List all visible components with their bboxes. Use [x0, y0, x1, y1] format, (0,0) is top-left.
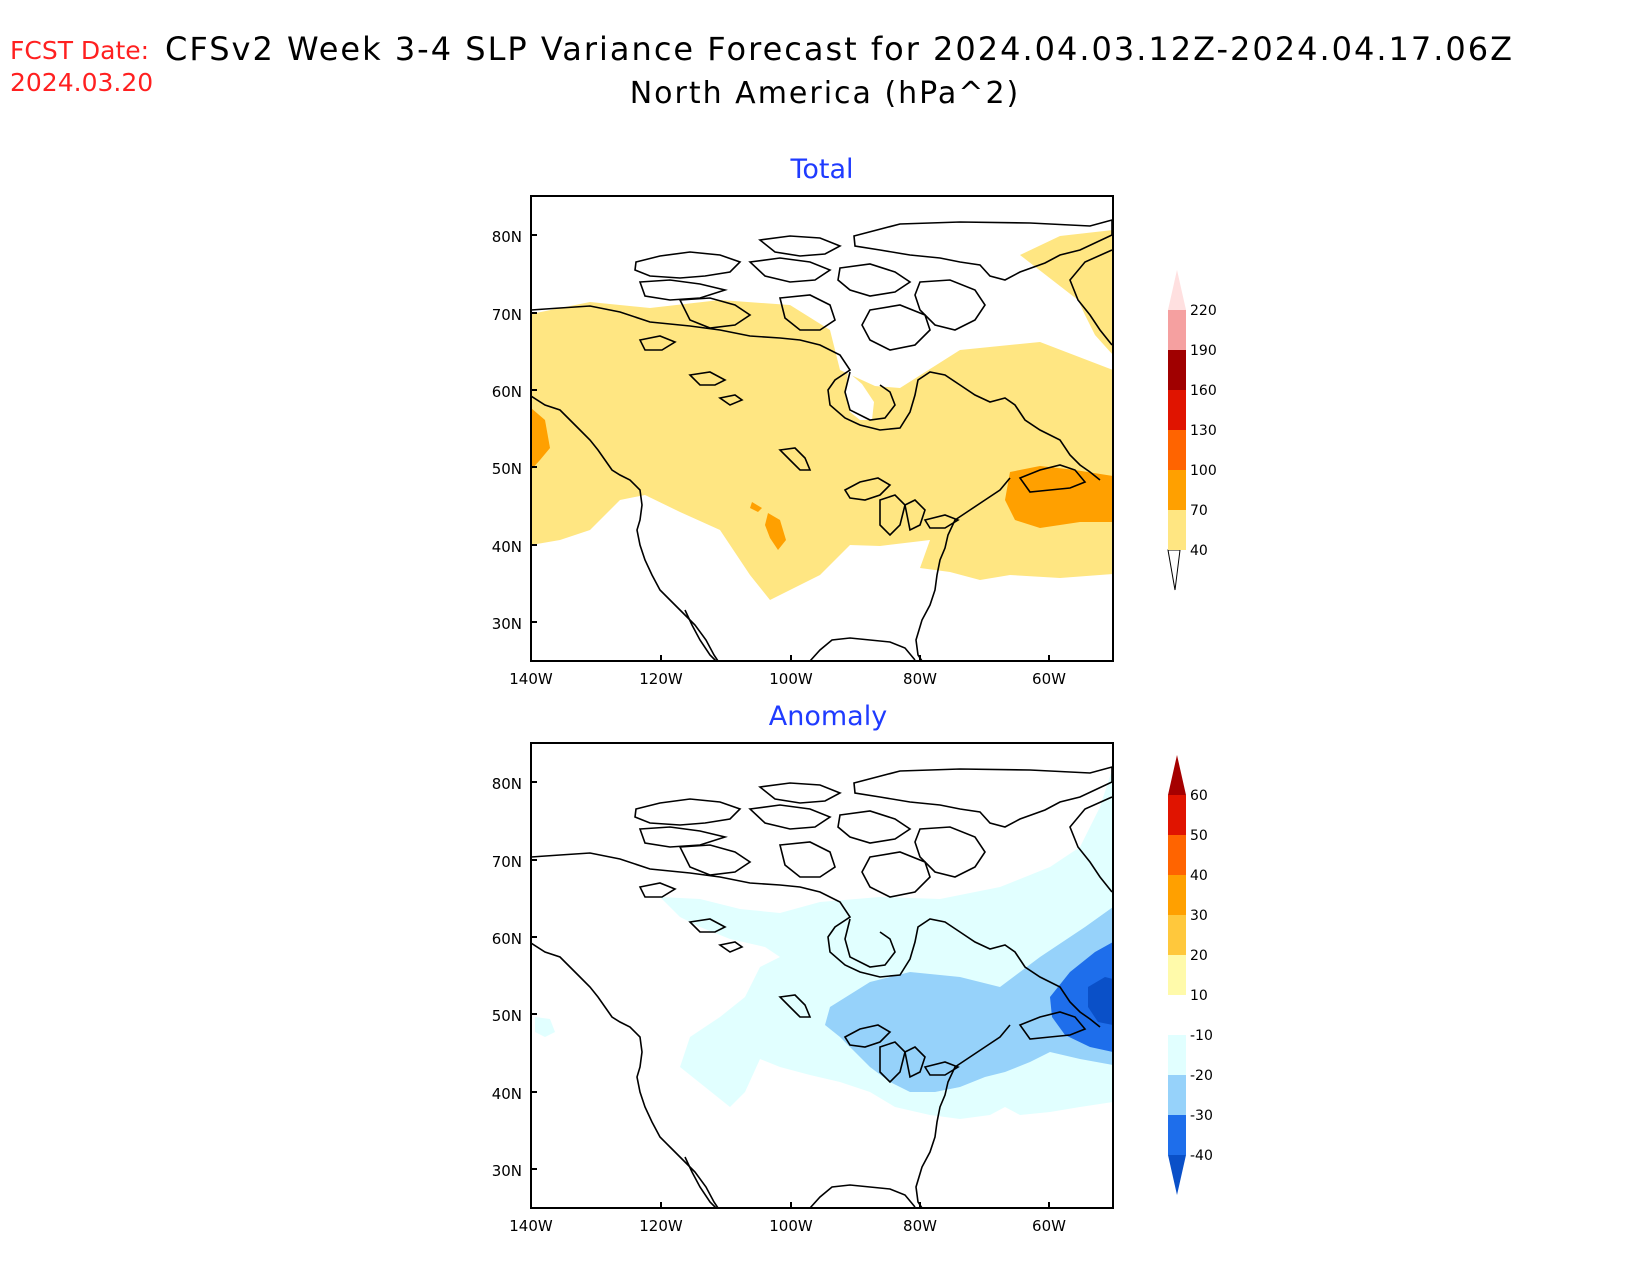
- anomaly-lon-label: 100W: [769, 1217, 813, 1235]
- anomaly-colorbar-label: 30: [1190, 908, 1208, 924]
- total-colorbar-label: 70: [1190, 503, 1208, 519]
- total-lon-label: 120W: [639, 670, 683, 688]
- anomaly-colorbar: 60 50 40 30 20 10 -10 -20 -30 -40: [1168, 755, 1213, 1195]
- total-colorbar-swatch-130: [1168, 390, 1186, 430]
- anomaly-lat-label: 30N: [492, 1162, 522, 1180]
- anomaly-lat-label: 50N: [492, 1007, 522, 1025]
- total-shading: [531, 219, 1113, 661]
- total-lat-label: 40N: [492, 538, 522, 556]
- anomaly-lon-label: 60W: [1032, 1217, 1066, 1235]
- total-lon-label: 80W: [903, 670, 937, 688]
- anomaly-lat-label: 70N: [492, 853, 522, 871]
- anomaly-colorbar-swatch-20-30: [1168, 915, 1186, 955]
- total-colorbar-swatch-190: [1168, 310, 1186, 350]
- anomaly-lat-axis: 80N 70N 60N 50N 40N 30N: [492, 775, 537, 1180]
- total-lat-axis: 80N 70N 60N 50N 40N 30N: [492, 228, 537, 633]
- total-lat-label: 30N: [492, 615, 522, 633]
- anomaly-colorbar-label: -30: [1190, 1108, 1213, 1124]
- anomaly-colorbar-swatch-30-40: [1168, 875, 1186, 915]
- anomaly-colorbar-label: -20: [1190, 1068, 1213, 1084]
- total-contour-70-100-interior-b: [750, 502, 762, 512]
- total-colorbar-label: 220: [1190, 303, 1217, 319]
- anomaly-colorbar-swatch-neg30-neg40: [1168, 1115, 1186, 1155]
- total-lon-axis: 140W 120W 100W 80W 60W: [509, 655, 1066, 688]
- total-colorbar-label: 130: [1190, 423, 1217, 439]
- total-colorbar-upper-tip: [1168, 270, 1186, 310]
- total-colorbar-swatch-100: [1168, 430, 1186, 470]
- subtitle: North America (hPa^2): [629, 76, 1021, 111]
- anomaly-colorbar-label: 40: [1190, 868, 1208, 884]
- total-colorbar-swatch-70: [1168, 470, 1186, 510]
- fcst-date-label: FCST Date:: [10, 36, 150, 65]
- anomaly-lon-label: 80W: [903, 1217, 937, 1235]
- anomaly-colorbar-lower-tip: [1168, 1155, 1186, 1195]
- anomaly-colorbar-swatch-neg10-neg20: [1168, 1035, 1186, 1075]
- total-colorbar-swatch-160: [1168, 350, 1186, 390]
- total-contour-70-100-west: [531, 408, 550, 470]
- total-colorbar-swatch-40: [1168, 510, 1186, 550]
- total-colorbar: 40 70 100 130 160 190 220: [1167, 270, 1217, 591]
- total-lon-label: 100W: [769, 670, 813, 688]
- anomaly-lat-label: 60N: [492, 930, 522, 948]
- anomaly-colorbar-swatch-neutral: [1168, 995, 1186, 1035]
- anomaly-colorbar-label: -40: [1190, 1148, 1213, 1164]
- anomaly-colorbar-label: 10: [1190, 988, 1208, 1004]
- panel-total-title: Total: [789, 154, 853, 185]
- total-colorbar-label: 160: [1190, 383, 1217, 399]
- anomaly-colorbar-label: -10: [1190, 1028, 1213, 1044]
- anomaly-colorbar-upper-tip: [1168, 755, 1186, 795]
- anomaly-lon-label: 140W: [509, 1217, 553, 1235]
- anomaly-contour-below-neg40: [1088, 977, 1113, 1025]
- total-lon-label: 60W: [1032, 670, 1066, 688]
- total-white-hudson: [845, 372, 874, 420]
- anomaly-colorbar-swatch-50-60: [1168, 795, 1186, 835]
- total-lat-label: 50N: [492, 460, 522, 478]
- panel-anomaly-title: Anomaly: [769, 701, 887, 732]
- anomaly-colorbar-label: 60: [1190, 788, 1208, 804]
- anomaly-lat-label: 80N: [492, 775, 522, 793]
- total-colorbar-label: 100: [1190, 463, 1217, 479]
- anomaly-map-frame: [530, 742, 1114, 1209]
- anomaly-shading: [531, 766, 1113, 1208]
- total-contour-40-70: [531, 300, 1113, 600]
- anomaly-lon-label: 120W: [639, 1217, 683, 1235]
- main-title: CFSv2 Week 3-4 SLP Variance Forecast for…: [165, 30, 1515, 68]
- anomaly-colorbar-swatch-10-20: [1168, 955, 1186, 995]
- fcst-date-value: 2024.03.20: [10, 68, 154, 97]
- anomaly-contour-neg20-neg30: [825, 907, 1113, 1092]
- total-colorbar-lower-tip: [1167, 549, 1181, 591]
- total-lat-label: 60N: [492, 383, 522, 401]
- anomaly-lon-axis: 140W 120W 100W 80W 60W: [509, 1202, 1066, 1235]
- anomaly-lat-label: 40N: [492, 1085, 522, 1103]
- anomaly-contour-neg10-neg20-west: [535, 1017, 555, 1037]
- total-lat-label: 70N: [492, 306, 522, 324]
- anomaly-colorbar-label: 50: [1190, 828, 1208, 844]
- total-lat-label: 80N: [492, 228, 522, 246]
- total-contour-40-70-greenland: [1020, 230, 1113, 355]
- total-colorbar-label: 190: [1190, 343, 1217, 359]
- anomaly-colorbar-swatch-neg20-neg30: [1168, 1075, 1186, 1115]
- total-colorbar-label: 40: [1190, 543, 1208, 559]
- total-map-frame: [530, 195, 1114, 662]
- total-contour-70-100-east: [1005, 466, 1113, 528]
- total-lon-label: 140W: [509, 670, 553, 688]
- anomaly-colorbar-swatch-40-50: [1168, 835, 1186, 875]
- anomaly-colorbar-label: 20: [1190, 948, 1208, 964]
- total-contour-70-100-interior-a: [765, 513, 786, 550]
